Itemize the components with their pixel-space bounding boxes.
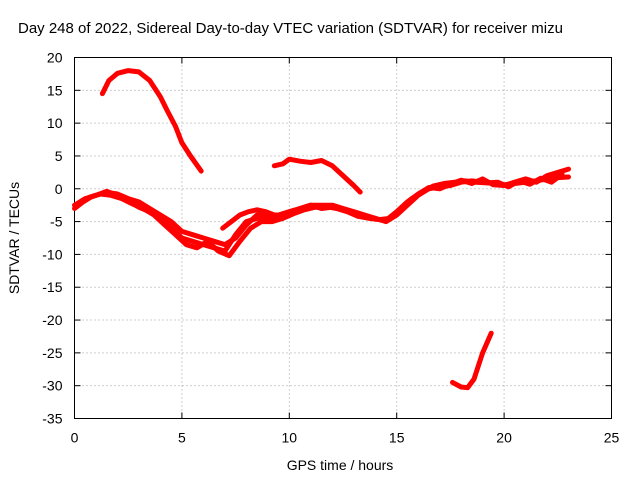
series-layer <box>72 68 571 391</box>
y-tick-label: 15 <box>47 82 63 98</box>
y-tick-labels: -35 -30 -25 -20 -15 -10 -5 0 5 10 15 20 <box>42 50 62 427</box>
x-tick-labels: 0 5 10 15 20 25 <box>71 430 620 446</box>
y-tick-label: -30 <box>42 378 62 394</box>
x-tick-label: 20 <box>496 430 512 446</box>
y-tick-label: -5 <box>50 214 63 230</box>
x-tick-label: 15 <box>389 430 405 446</box>
series-line-arc-mid <box>271 156 363 195</box>
grid-layer <box>74 57 612 419</box>
y-tick-label: 5 <box>55 148 63 164</box>
series-line-arc-low <box>450 330 494 391</box>
y-tick-label: -25 <box>42 345 62 361</box>
x-tick-label: 0 <box>71 430 79 446</box>
y-tick-label: 20 <box>47 50 63 66</box>
y-tick-label: -20 <box>42 312 62 328</box>
plot-frame <box>74 57 612 419</box>
y-tick-label: 0 <box>55 181 63 197</box>
series-line-main-c <box>76 171 565 259</box>
y-axis-label: SDTVAR / TECUs <box>6 182 22 294</box>
y-tick-label: -35 <box>42 411 62 427</box>
tick-layer <box>74 57 612 419</box>
y-tick-label: -15 <box>42 279 62 295</box>
series-line-main-d <box>220 207 277 231</box>
chart-title: Day 248 of 2022, Sidereal Day-to-day VTE… <box>18 20 563 37</box>
x-tick-label: 10 <box>282 430 298 446</box>
x-tick-label: 5 <box>178 430 186 446</box>
series-line-arc-high <box>99 68 204 174</box>
x-tick-label: 25 <box>604 430 620 446</box>
y-tick-label: 10 <box>47 115 63 131</box>
y-tick-label: -10 <box>42 246 62 262</box>
x-axis-label: GPS time / hours <box>287 457 394 473</box>
